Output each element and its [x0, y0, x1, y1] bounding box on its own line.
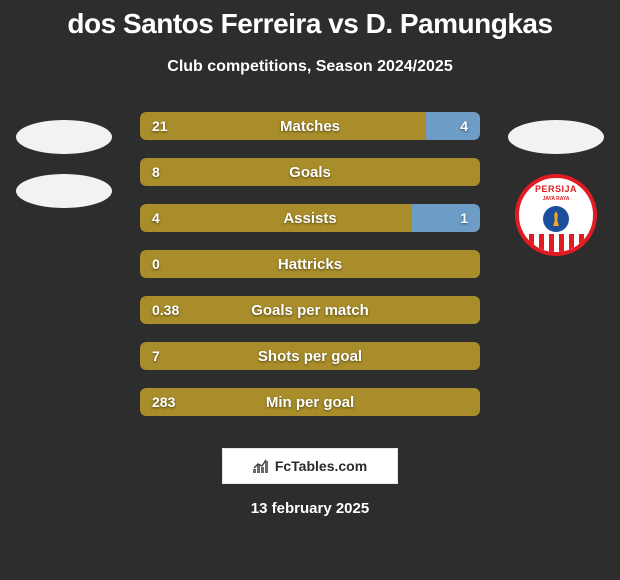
- stat-label: Hattricks: [140, 250, 480, 278]
- right-club-logos: PERSIJA JAYA RAYA: [496, 120, 616, 256]
- stat-row: 7Shots per goal: [140, 342, 480, 370]
- comparison-card: dos Santos Ferreira vs D. Pamungkas Club…: [0, 0, 620, 580]
- stat-label: Matches: [140, 112, 480, 140]
- persija-badge-title: PERSIJA: [535, 184, 577, 194]
- left-club-logos: [4, 120, 124, 208]
- stat-row: 21Matches4: [140, 112, 480, 140]
- subtitle: Club competitions, Season 2024/2025: [0, 58, 620, 76]
- stripes-icon: [519, 234, 593, 252]
- stat-value-right: 1: [460, 204, 468, 232]
- monument-icon: [543, 206, 569, 232]
- stat-row: 0.38Goals per match: [140, 296, 480, 324]
- stat-bars: 21Matches48Goals4Assists10Hattricks0.38G…: [140, 112, 480, 416]
- stat-label: Goals: [140, 158, 480, 186]
- club-logo-placeholder: [16, 120, 112, 154]
- stat-row: 283Min per goal: [140, 388, 480, 416]
- watermark-text: FcTables.com: [275, 458, 367, 474]
- persija-badge-icon: PERSIJA JAYA RAYA: [515, 174, 597, 256]
- stat-row: 8Goals: [140, 158, 480, 186]
- stat-row: 0Hattricks: [140, 250, 480, 278]
- stat-label: Goals per match: [140, 296, 480, 324]
- club-logo-placeholder: [16, 174, 112, 208]
- page-title: dos Santos Ferreira vs D. Pamungkas: [0, 8, 620, 40]
- club-logo-placeholder: [508, 120, 604, 154]
- stat-label: Shots per goal: [140, 342, 480, 370]
- fctables-logo-icon: [253, 459, 269, 473]
- stat-value-right: 4: [460, 112, 468, 140]
- stat-row: 4Assists1: [140, 204, 480, 232]
- stat-label: Assists: [140, 204, 480, 232]
- persija-badge-subtitle: JAYA RAYA: [543, 196, 570, 202]
- stat-label: Min per goal: [140, 388, 480, 416]
- date-text: 13 february 2025: [0, 500, 620, 517]
- watermark: FcTables.com: [222, 448, 398, 484]
